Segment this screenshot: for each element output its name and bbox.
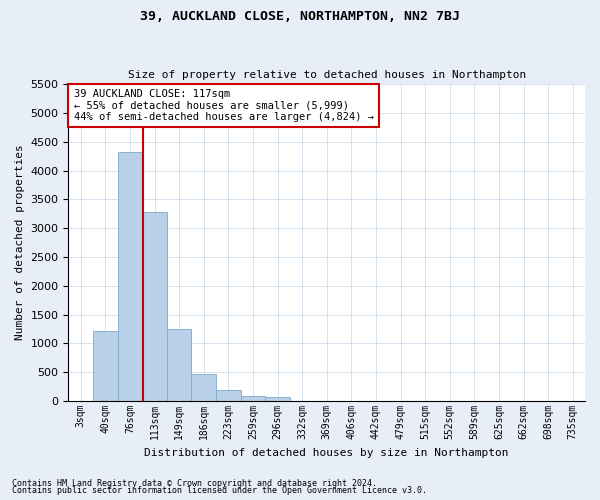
Text: 39, AUCKLAND CLOSE, NORTHAMPTON, NN2 7BJ: 39, AUCKLAND CLOSE, NORTHAMPTON, NN2 7BJ [140,10,460,23]
Bar [142,212,167,401]
Y-axis label: Number of detached properties: Number of detached properties [15,144,25,340]
Bar [241,396,265,401]
Bar [118,152,142,401]
X-axis label: Distribution of detached houses by size in Northampton: Distribution of detached houses by size … [145,448,509,458]
Bar [191,374,216,401]
Bar [167,329,191,401]
Title: Size of property relative to detached houses in Northampton: Size of property relative to detached ho… [128,70,526,81]
Bar [216,390,241,401]
Bar [265,398,290,401]
Text: Contains public sector information licensed under the Open Government Licence v3: Contains public sector information licen… [12,486,427,495]
Text: Contains HM Land Registry data © Crown copyright and database right 2024.: Contains HM Land Registry data © Crown c… [12,478,377,488]
Text: 39 AUCKLAND CLOSE: 117sqm
← 55% of detached houses are smaller (5,999)
44% of se: 39 AUCKLAND CLOSE: 117sqm ← 55% of detac… [74,89,374,122]
Bar [93,331,118,401]
